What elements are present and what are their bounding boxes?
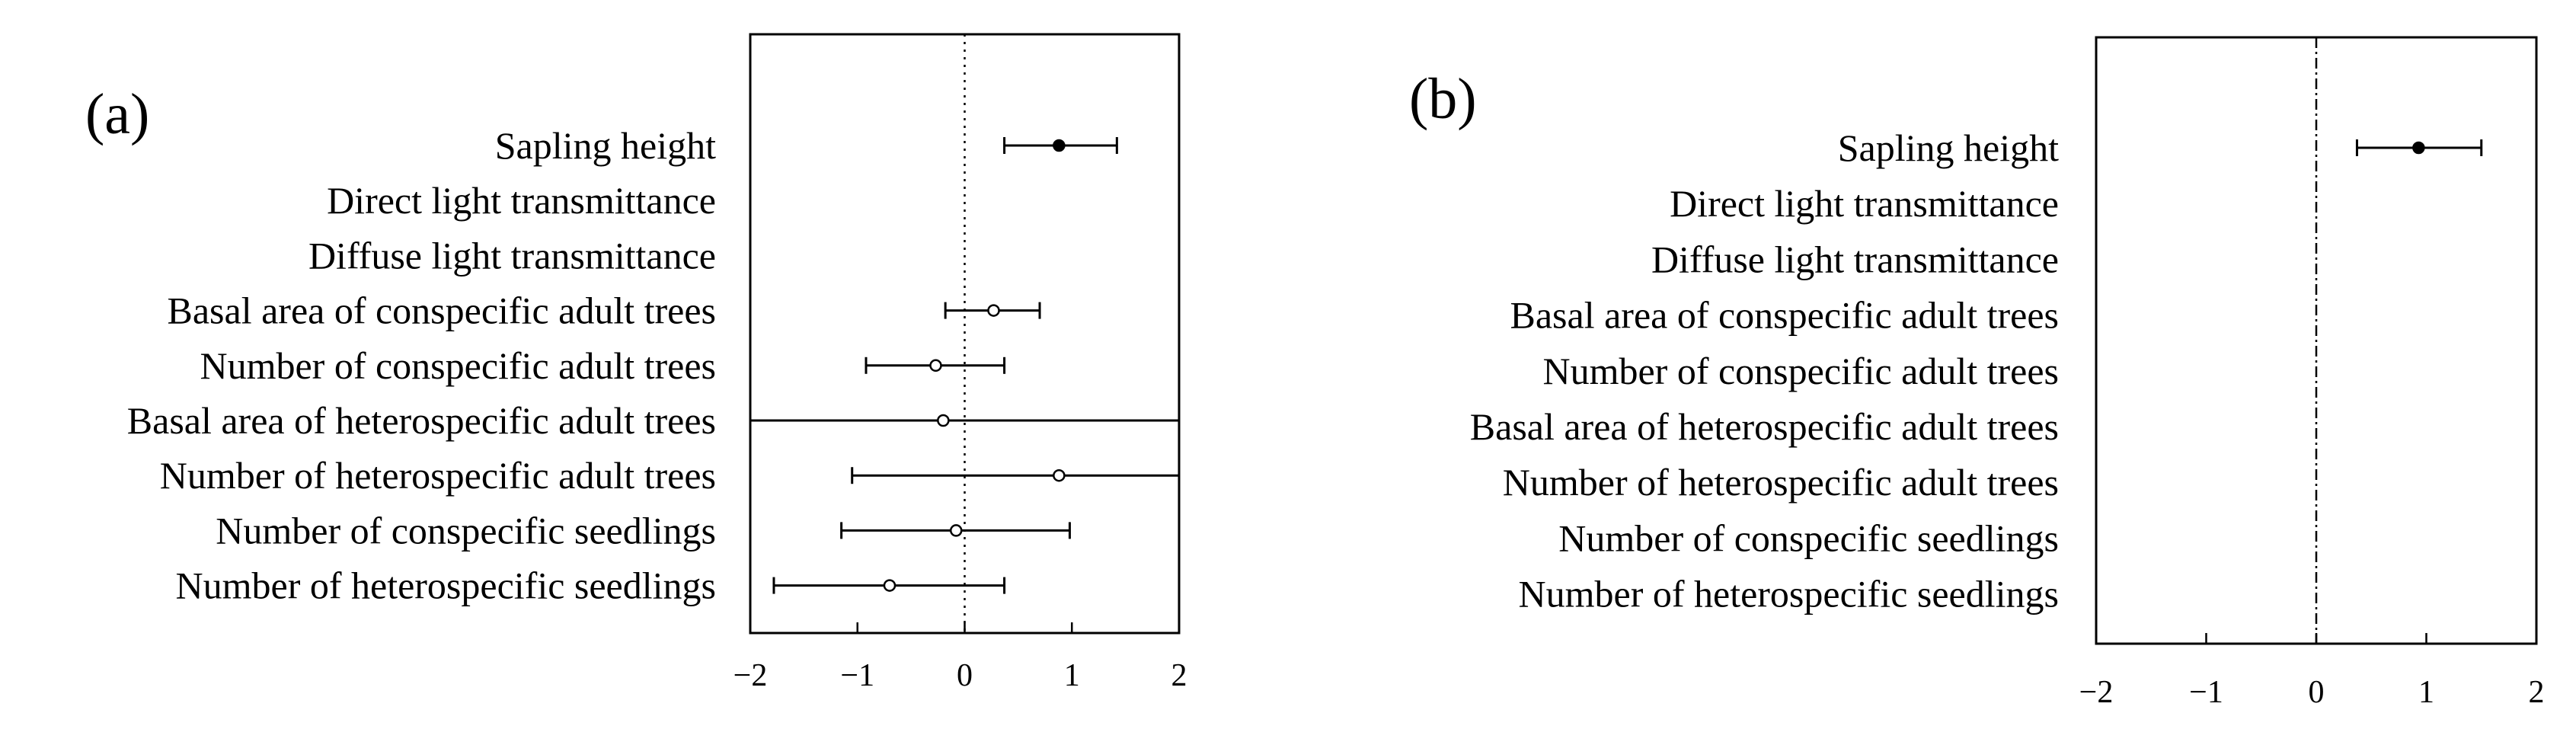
category-label-number-of-heterospecific-adult-trees: Number of heterospecific adult trees	[1503, 461, 2059, 504]
category-label-number-of-heterospecific-adult-trees: Number of heterospecific adult trees	[160, 454, 716, 497]
panel-b: (b) −2 −1 0 1 2 Sapling height Direct light tra…	[1409, 36, 2545, 710]
category-label-number-of-conspecific-seedlings: Number of conspecific seedlings	[216, 509, 716, 552]
estimate-point-number-of-conspecific-seedlings	[949, 524, 963, 537]
category-label-diffuse-light-transmittance: Diffuse light transmittance	[1651, 238, 2059, 280]
category-label-sapling-height: Sapling height	[495, 124, 716, 167]
estimate-point-number-of-conspecific-adult-trees	[929, 359, 942, 372]
panel-a: (a) −2 −1 0 1 2 Sapling height Direct light tra…	[85, 33, 1187, 693]
estimate-point-sapling-height	[2412, 141, 2425, 155]
estimate-point-number-of-heterospecific-seedlings	[883, 579, 896, 592]
x-tick-label: 0	[2309, 675, 2325, 710]
category-label-sapling-height: Sapling height	[1838, 126, 2059, 169]
x-tick-label: −2	[733, 658, 768, 693]
x-tick-label: 2	[2529, 675, 2545, 710]
category-label-number-of-conspecific-adult-trees: Number of conspecific adult trees	[200, 344, 716, 387]
category-label-number-of-conspecific-adult-trees: Number of conspecific adult trees	[1542, 350, 2059, 392]
category-label-direct-light-transmittance: Direct light transmittance	[1670, 182, 2059, 225]
category-label-basal-area-of-conspecific-adult-trees: Basal area of conspecific adult trees	[168, 289, 716, 332]
x-tick-label: 1	[2418, 675, 2434, 710]
category-label-number-of-conspecific-seedlings: Number of conspecific seedlings	[1558, 516, 2059, 559]
category-label-basal-area-of-heterospecific-adult-trees: Basal area of heterospecific adult trees	[1470, 405, 2059, 448]
estimate-point-sapling-height	[1053, 139, 1066, 152]
estimate-point-basal-area-of-heterospecific-adult-trees	[937, 414, 950, 427]
category-label-direct-light-transmittance: Direct light transmittance	[327, 179, 716, 222]
x-tick-label: −1	[2189, 675, 2223, 710]
category-label-number-of-heterospecific-seedlings: Number of heterospecific seedlings	[176, 564, 716, 607]
x-tick-label: 2	[1171, 658, 1187, 693]
category-label-diffuse-light-transmittance: Diffuse light transmittance	[308, 234, 716, 277]
panel-label: (a)	[85, 82, 149, 146]
x-tick-label: −1	[840, 658, 874, 693]
estimate-point-number-of-heterospecific-adult-trees	[1053, 468, 1066, 482]
estimate-point-basal-area-of-conspecific-adult-trees	[987, 304, 1000, 317]
panel-label: (b)	[1409, 67, 1477, 131]
x-tick-label: 1	[1064, 658, 1080, 693]
category-label-basal-area-of-conspecific-adult-trees: Basal area of conspecific adult trees	[1510, 294, 2059, 337]
category-label-number-of-heterospecific-seedlings: Number of heterospecific seedlings	[1519, 573, 2059, 615]
category-label-basal-area-of-heterospecific-adult-trees: Basal area of heterospecific adult trees	[127, 399, 716, 442]
x-tick-label: −2	[2079, 675, 2114, 710]
x-tick-label: 0	[957, 658, 973, 693]
